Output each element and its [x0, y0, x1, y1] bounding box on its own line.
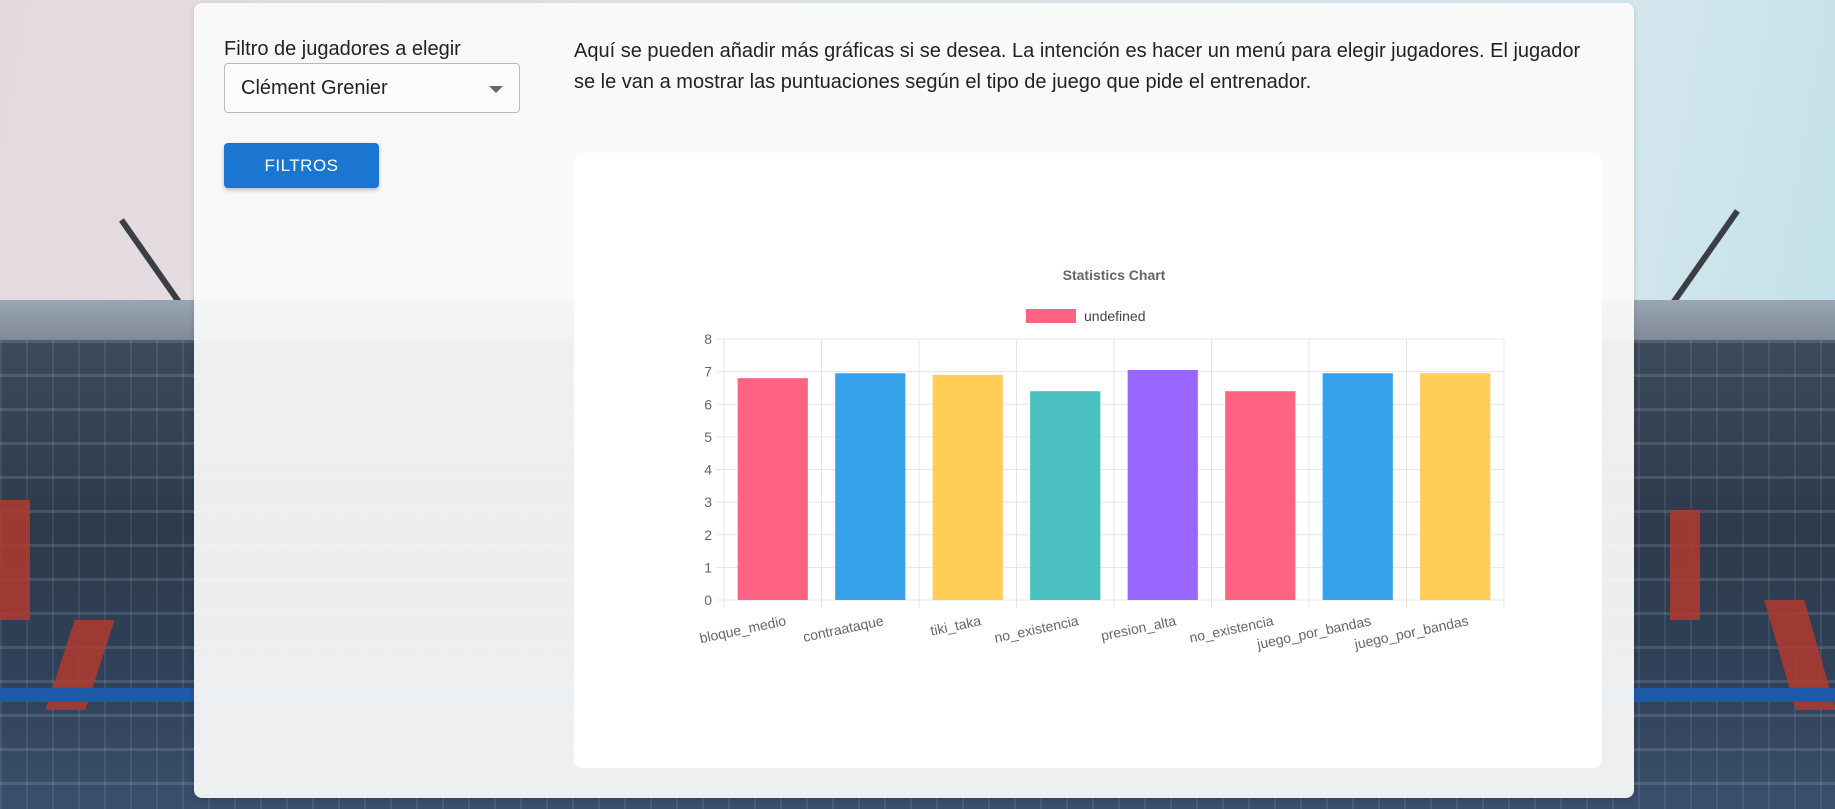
- main-card: Filtro de jugadores a elegir Clément Gre…: [194, 3, 1634, 798]
- player-select[interactable]: Clément Grenier: [224, 63, 520, 113]
- y-tick-label: 0: [704, 592, 712, 608]
- bar: [1322, 373, 1393, 600]
- bar: [835, 373, 906, 600]
- chevron-down-icon: [489, 86, 503, 93]
- x-tick-label: tiki_taka: [929, 612, 983, 638]
- description-text: Aquí se pueden añadir más gráficas si se…: [574, 40, 1581, 93]
- y-tick-label: 7: [704, 364, 712, 380]
- bar: [1030, 391, 1101, 600]
- x-tick-label: presion_alta: [1099, 612, 1177, 644]
- y-tick-label: 2: [704, 527, 712, 543]
- x-tick-label: bloque_medio: [698, 612, 788, 646]
- y-tick-label: 3: [704, 494, 712, 510]
- x-tick-label: no_existencia: [993, 612, 1080, 645]
- y-tick-label: 6: [704, 396, 712, 412]
- y-tick-label: 1: [704, 559, 712, 575]
- bar: [737, 378, 808, 600]
- player-filter-label: Filtro de jugadores a elegir: [224, 38, 461, 60]
- filtros-button[interactable]: FILTROS: [224, 143, 379, 188]
- bar: [932, 374, 1003, 600]
- legend-swatch: [1026, 309, 1076, 323]
- chart-title: Statistics Chart: [1063, 267, 1166, 283]
- y-tick-label: 8: [704, 331, 712, 347]
- legend-label: undefined: [1084, 308, 1146, 324]
- selected-player-value: Clément Grenier: [241, 77, 388, 99]
- bar: [1225, 391, 1296, 600]
- bar: [1420, 373, 1491, 600]
- y-tick-label: 4: [704, 462, 712, 478]
- statistics-chart: Statistics Chart undefined 0 1 2 3 4 5 6 7 8 bloque…: [698, 267, 1505, 652]
- x-tick-label: contraataque: [802, 612, 885, 645]
- y-tick-label: 5: [704, 429, 712, 445]
- chart-panel: Statistics Chart undefined 0 1 2 3 4 5 6 7 8 bloque…: [574, 153, 1602, 768]
- bar: [1127, 369, 1198, 600]
